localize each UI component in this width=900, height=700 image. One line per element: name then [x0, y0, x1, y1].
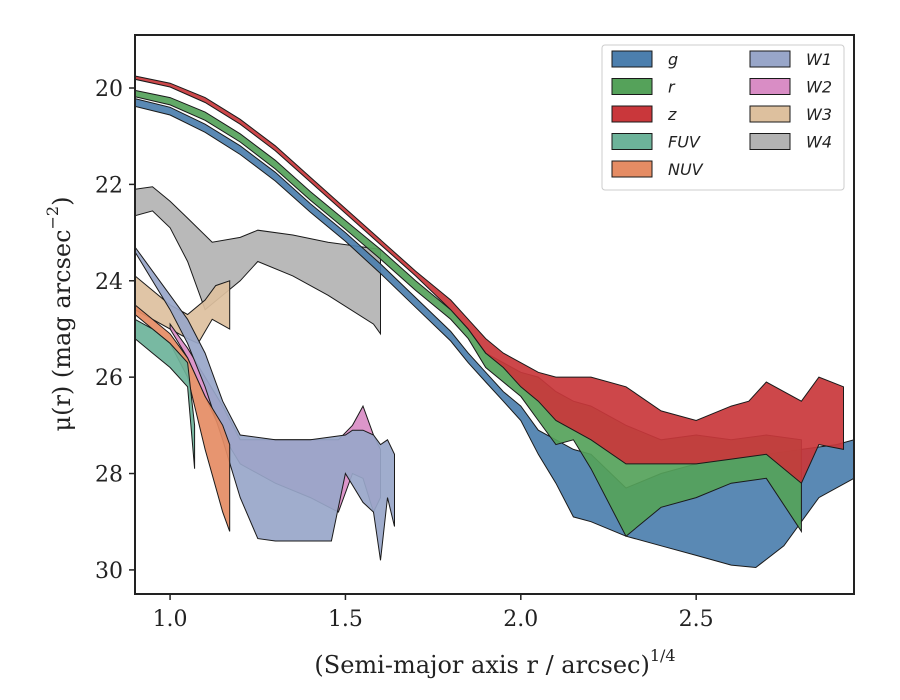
legend-label-fuv: FUV: [668, 133, 701, 152]
legend-label-w1: W1: [806, 50, 832, 69]
series-bands: [134, 75, 855, 569]
x-tick-label: 2.0: [503, 607, 538, 632]
series-band-fuv: [134, 318, 196, 469]
x-axis-ticks: 1.0 1.5 2.0 2.5: [153, 594, 714, 632]
legend-label-w2: W2: [806, 78, 832, 97]
y-tick-label: 24: [95, 270, 123, 295]
legend-swatch-r: [611, 78, 653, 95]
legend-label-r: r: [668, 78, 676, 97]
x-axis-title: (Semi-major axis r / arcsec)1/4: [314, 646, 675, 679]
legend-swatch-g: [611, 50, 653, 68]
y-tick-label: 30: [95, 559, 123, 584]
legend-swatch-z: [611, 105, 653, 123]
series-band-z: [134, 75, 844, 485]
legend-label-w3: W3: [806, 105, 832, 124]
series-band-w4: [134, 186, 381, 336]
legend-label-g: g: [668, 50, 678, 69]
plot-frame: [134, 34, 855, 595]
legend: grz FUV NUV W1 W2 W3 W4: [601, 44, 845, 191]
legend-label-nuv: NUV: [668, 160, 704, 179]
legend-label-w4: W4: [806, 133, 832, 152]
x-tick-label: 2.5: [679, 607, 714, 632]
legend-swatch-w1: [749, 50, 791, 68]
y-axis-ticks: 20 22 24 26 28 30: [95, 77, 135, 584]
y-tick-label: 26: [95, 366, 123, 391]
x-tick-label: 1.5: [328, 607, 363, 632]
legend-label-z: z: [667, 105, 677, 124]
series-band-r: [134, 89, 802, 537]
x-tick-label: 1.0: [153, 607, 188, 632]
legend-swatch-fuv: [611, 133, 653, 150]
legend-swatch-nuv: [611, 160, 653, 178]
y-tick-label: 22: [95, 173, 123, 198]
legend-swatch-w4: [749, 133, 791, 150]
legend-swatch-w3: [749, 105, 791, 123]
y-tick-label: 20: [95, 77, 123, 102]
legend-swatch-w2: [749, 78, 791, 95]
y-axis-title: μ(r) (mag arcsec−2): [43, 197, 76, 432]
y-tick-label: 28: [95, 463, 123, 488]
